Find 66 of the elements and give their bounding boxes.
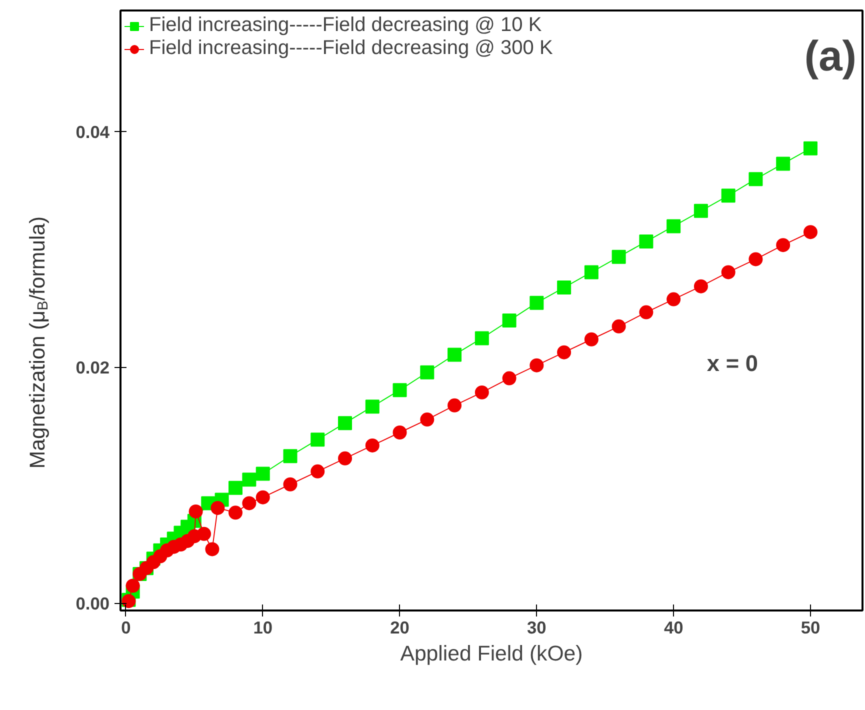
point bbox=[612, 250, 626, 264]
point bbox=[310, 432, 325, 447]
point bbox=[420, 365, 434, 380]
point bbox=[392, 383, 407, 398]
y-tick-label: 0.04 bbox=[76, 122, 110, 142]
y-tick-label: 0.00 bbox=[76, 593, 110, 614]
point bbox=[776, 238, 790, 252]
point bbox=[474, 385, 489, 400]
point bbox=[530, 358, 544, 372]
x-tick-label: 30 bbox=[527, 618, 546, 638]
point bbox=[283, 449, 298, 464]
point bbox=[639, 305, 654, 320]
annotation: x = 0 bbox=[706, 350, 758, 376]
point bbox=[283, 477, 298, 492]
point bbox=[228, 506, 242, 520]
x-axis-title: Applied Field (kOe) bbox=[400, 642, 583, 666]
point bbox=[502, 371, 516, 386]
point bbox=[666, 292, 681, 306]
point bbox=[365, 438, 380, 452]
point bbox=[365, 400, 380, 414]
point bbox=[694, 204, 708, 218]
x-tick-label: 10 bbox=[253, 618, 273, 638]
point bbox=[210, 500, 225, 515]
point bbox=[530, 296, 544, 310]
annotation: (a) bbox=[804, 32, 857, 80]
point bbox=[694, 279, 708, 294]
point bbox=[205, 542, 220, 556]
point bbox=[557, 280, 572, 295]
point bbox=[803, 141, 818, 156]
y-tick-label: 0.02 bbox=[76, 358, 110, 378]
y-axis-title: Magnetization (μB/formula) bbox=[26, 216, 52, 469]
legend-label: Field increasing-----Field decreasing @ 300 K bbox=[149, 37, 553, 60]
point bbox=[776, 156, 790, 171]
point bbox=[557, 345, 572, 360]
point bbox=[803, 225, 818, 240]
point bbox=[256, 490, 270, 504]
point bbox=[256, 466, 270, 481]
point bbox=[721, 188, 736, 203]
point bbox=[474, 331, 489, 346]
point bbox=[502, 314, 516, 328]
x-tick-label: 20 bbox=[390, 618, 410, 638]
point bbox=[242, 472, 256, 487]
x-tick-label: 0 bbox=[121, 618, 131, 638]
point bbox=[448, 398, 462, 412]
point bbox=[338, 416, 352, 430]
point bbox=[197, 526, 212, 541]
point bbox=[748, 172, 763, 186]
point bbox=[126, 578, 140, 593]
point bbox=[584, 332, 598, 346]
point bbox=[448, 348, 462, 362]
point bbox=[721, 265, 736, 280]
point bbox=[584, 265, 598, 280]
point bbox=[392, 426, 407, 440]
point bbox=[188, 504, 203, 518]
point bbox=[666, 219, 681, 234]
legend-label: Field increasing-----Field decreasing @ 10 K bbox=[149, 14, 542, 37]
x-tick-label: 50 bbox=[800, 618, 820, 638]
point bbox=[338, 451, 352, 466]
point bbox=[242, 496, 256, 510]
x-tick-label: 40 bbox=[664, 618, 684, 638]
point bbox=[228, 480, 242, 495]
point bbox=[612, 319, 626, 334]
point bbox=[748, 252, 763, 266]
point bbox=[420, 412, 434, 427]
point bbox=[639, 234, 654, 249]
point bbox=[310, 464, 325, 478]
